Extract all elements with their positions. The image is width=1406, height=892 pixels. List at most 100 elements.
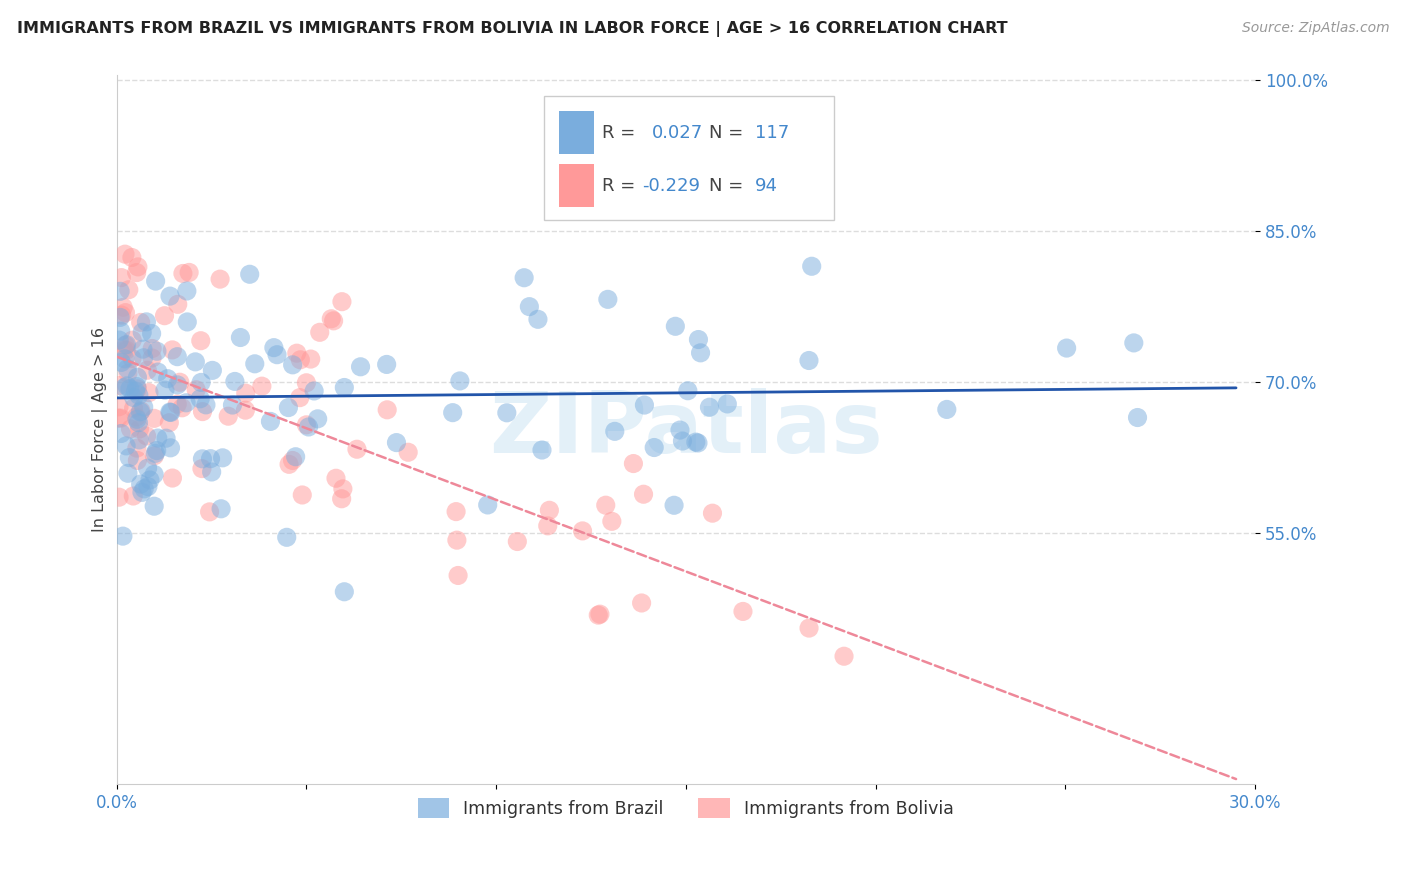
Point: [129, 315, 152, 329]
Point: [143, 449, 166, 463]
Point: [495, 406, 517, 420]
Point: [139, 473, 162, 487]
Point: [588, 608, 610, 623]
Text: IMMIGRANTS FROM BRAZIL VS IMMIGRANTS FROM BOLIVIA IN LABOR FORCE | AGE > 16 CORR: IMMIGRANTS FROM BRAZIL VS IMMIGRANTS FRO…: [17, 21, 1008, 37]
Point: [176, 284, 198, 298]
Point: [603, 425, 626, 439]
Point: [299, 352, 322, 367]
Point: [623, 457, 645, 471]
Point: [118, 382, 141, 396]
Point: [125, 379, 148, 393]
Point: [295, 417, 318, 432]
Point: [132, 342, 155, 356]
Point: [136, 480, 159, 494]
Point: [141, 351, 163, 365]
Point: [179, 265, 201, 279]
Point: [141, 342, 163, 356]
Point: [155, 431, 177, 445]
Text: ZIPatlas: ZIPatlas: [489, 388, 883, 471]
Point: [235, 403, 257, 417]
Point: [114, 247, 136, 261]
Point: [571, 524, 593, 538]
Point: [159, 405, 181, 419]
Point: [132, 400, 155, 414]
Text: Source: ZipAtlas.com: Source: ZipAtlas.com: [1241, 21, 1389, 35]
Y-axis label: In Labor Force | Age > 16: In Labor Force | Age > 16: [93, 327, 108, 533]
Point: [589, 607, 612, 622]
Point: [537, 519, 560, 533]
Point: [114, 351, 136, 366]
Point: [166, 350, 188, 364]
FancyBboxPatch shape: [560, 164, 593, 207]
Point: [209, 501, 232, 516]
Point: [125, 266, 148, 280]
Point: [153, 309, 176, 323]
Point: [259, 414, 281, 428]
Point: [346, 442, 368, 457]
Point: [108, 378, 131, 392]
Point: [302, 384, 325, 398]
Text: N =: N =: [709, 123, 748, 142]
Point: [153, 383, 176, 397]
Point: [446, 533, 468, 548]
Point: [156, 372, 179, 386]
Point: [111, 529, 134, 543]
Point: [191, 451, 214, 466]
Point: [277, 401, 299, 415]
Point: [114, 338, 136, 352]
Point: [375, 358, 398, 372]
Point: [716, 397, 738, 411]
Point: [333, 584, 356, 599]
Point: [447, 568, 470, 582]
Point: [935, 402, 957, 417]
Point: [239, 267, 262, 281]
Point: [117, 361, 139, 376]
Point: [124, 384, 146, 398]
Point: [146, 344, 169, 359]
Point: [284, 450, 307, 464]
Point: [322, 314, 344, 328]
Point: [449, 374, 471, 388]
Point: [110, 355, 132, 369]
Point: [731, 604, 754, 618]
Point: [477, 498, 499, 512]
Point: [669, 423, 692, 437]
Point: [112, 301, 135, 315]
Point: [128, 433, 150, 447]
Point: [121, 333, 143, 347]
Point: [143, 467, 166, 482]
Point: [662, 498, 685, 512]
Point: [172, 267, 194, 281]
Point: [191, 461, 214, 475]
Point: [530, 443, 553, 458]
Point: [288, 391, 311, 405]
Point: [118, 283, 141, 297]
Point: [295, 376, 318, 390]
Point: [129, 477, 152, 491]
Point: [162, 471, 184, 485]
Text: N =: N =: [709, 177, 748, 194]
Point: [224, 375, 246, 389]
Point: [135, 315, 157, 329]
Point: [121, 251, 143, 265]
Point: [600, 514, 623, 528]
Point: [127, 370, 149, 384]
Point: [276, 530, 298, 544]
Point: [396, 445, 419, 459]
Point: [143, 446, 166, 460]
Text: 94: 94: [755, 177, 779, 194]
Point: [699, 401, 721, 415]
Point: [190, 376, 212, 390]
Point: [290, 352, 312, 367]
Point: [263, 341, 285, 355]
Point: [127, 416, 149, 430]
Point: [633, 487, 655, 501]
Point: [174, 396, 197, 410]
Point: [689, 346, 711, 360]
Point: [797, 621, 820, 635]
Point: [194, 398, 217, 412]
Point: [229, 330, 252, 344]
Text: 0.027: 0.027: [652, 123, 703, 142]
Point: [616, 202, 638, 216]
Point: [664, 319, 686, 334]
